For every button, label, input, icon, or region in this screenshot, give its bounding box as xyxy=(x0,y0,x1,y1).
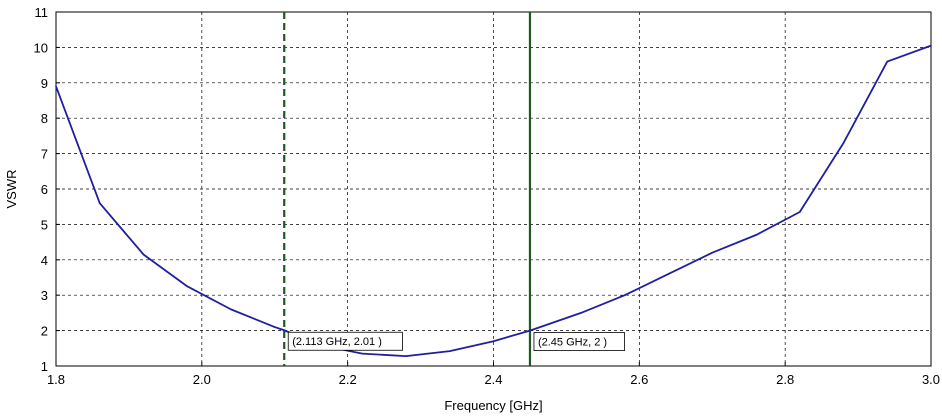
marker-label-box xyxy=(287,331,403,351)
series-point xyxy=(55,85,57,88)
marker-label: (2.113 GHz, 2.01 ) xyxy=(292,336,382,348)
series-line xyxy=(55,44,932,357)
series-point xyxy=(580,312,582,314)
marker-label: (2.45 GHz, 2 ) xyxy=(538,337,607,349)
series-point xyxy=(755,234,757,236)
series-point xyxy=(667,273,670,275)
y-tick-label: 7 xyxy=(41,147,48,162)
marker-lines xyxy=(283,12,532,366)
x-tick-label: 2.8 xyxy=(776,372,794,387)
series-point xyxy=(448,350,451,352)
x-tick-label: 2.4 xyxy=(484,372,502,387)
series-point xyxy=(230,308,232,311)
x-axis-label: Frequency [GHz] xyxy=(444,398,542,413)
series-point xyxy=(842,142,845,144)
series-point xyxy=(798,211,801,213)
series-layer xyxy=(55,44,932,357)
x-axis-ticks: 1.8 2.0 2.2 2.4 2.6 2.8 3.0 xyxy=(47,362,940,387)
y-tick-label: 8 xyxy=(41,111,48,126)
x-tick-label: 3.0 xyxy=(922,372,940,387)
x-tick-label: 2.2 xyxy=(339,372,357,387)
series-point xyxy=(492,340,495,343)
series-point xyxy=(529,329,531,332)
y-axis-label: VSWR xyxy=(4,170,19,209)
grid xyxy=(56,12,931,366)
y-tick-label: 11 xyxy=(35,5,49,20)
marker-annotations: (2.113 GHz, 2.01 ) (2.45 GHz, 2 ) xyxy=(287,331,625,352)
y-axis-ticks: 1 2 3 4 5 6 7 8 9 10 11 xyxy=(34,5,60,374)
y-tick-label: 6 xyxy=(41,182,48,197)
series-point xyxy=(930,44,932,47)
series-point xyxy=(98,202,101,204)
x-tick-label: 2.6 xyxy=(630,372,648,387)
y-tick-label: 10 xyxy=(34,40,48,55)
y-tick-label: 5 xyxy=(41,217,48,232)
series-point xyxy=(623,294,626,297)
series-point xyxy=(711,251,714,254)
marker-label-box xyxy=(533,332,625,352)
series-point xyxy=(405,355,407,357)
y-tick-label: 2 xyxy=(41,324,48,339)
x-tick-label: 2.0 xyxy=(193,372,211,387)
series-point xyxy=(142,253,145,256)
series-point xyxy=(186,285,189,288)
series-point xyxy=(283,329,286,332)
y-tick-label: 4 xyxy=(41,253,48,268)
series-point xyxy=(361,352,364,355)
x-tick-label: 1.8 xyxy=(47,372,65,387)
y-tick-label: 1 xyxy=(41,359,48,374)
y-tick-label: 9 xyxy=(41,76,48,91)
series-point xyxy=(273,326,276,328)
y-tick-label: 3 xyxy=(41,288,48,303)
series-point xyxy=(886,60,889,63)
